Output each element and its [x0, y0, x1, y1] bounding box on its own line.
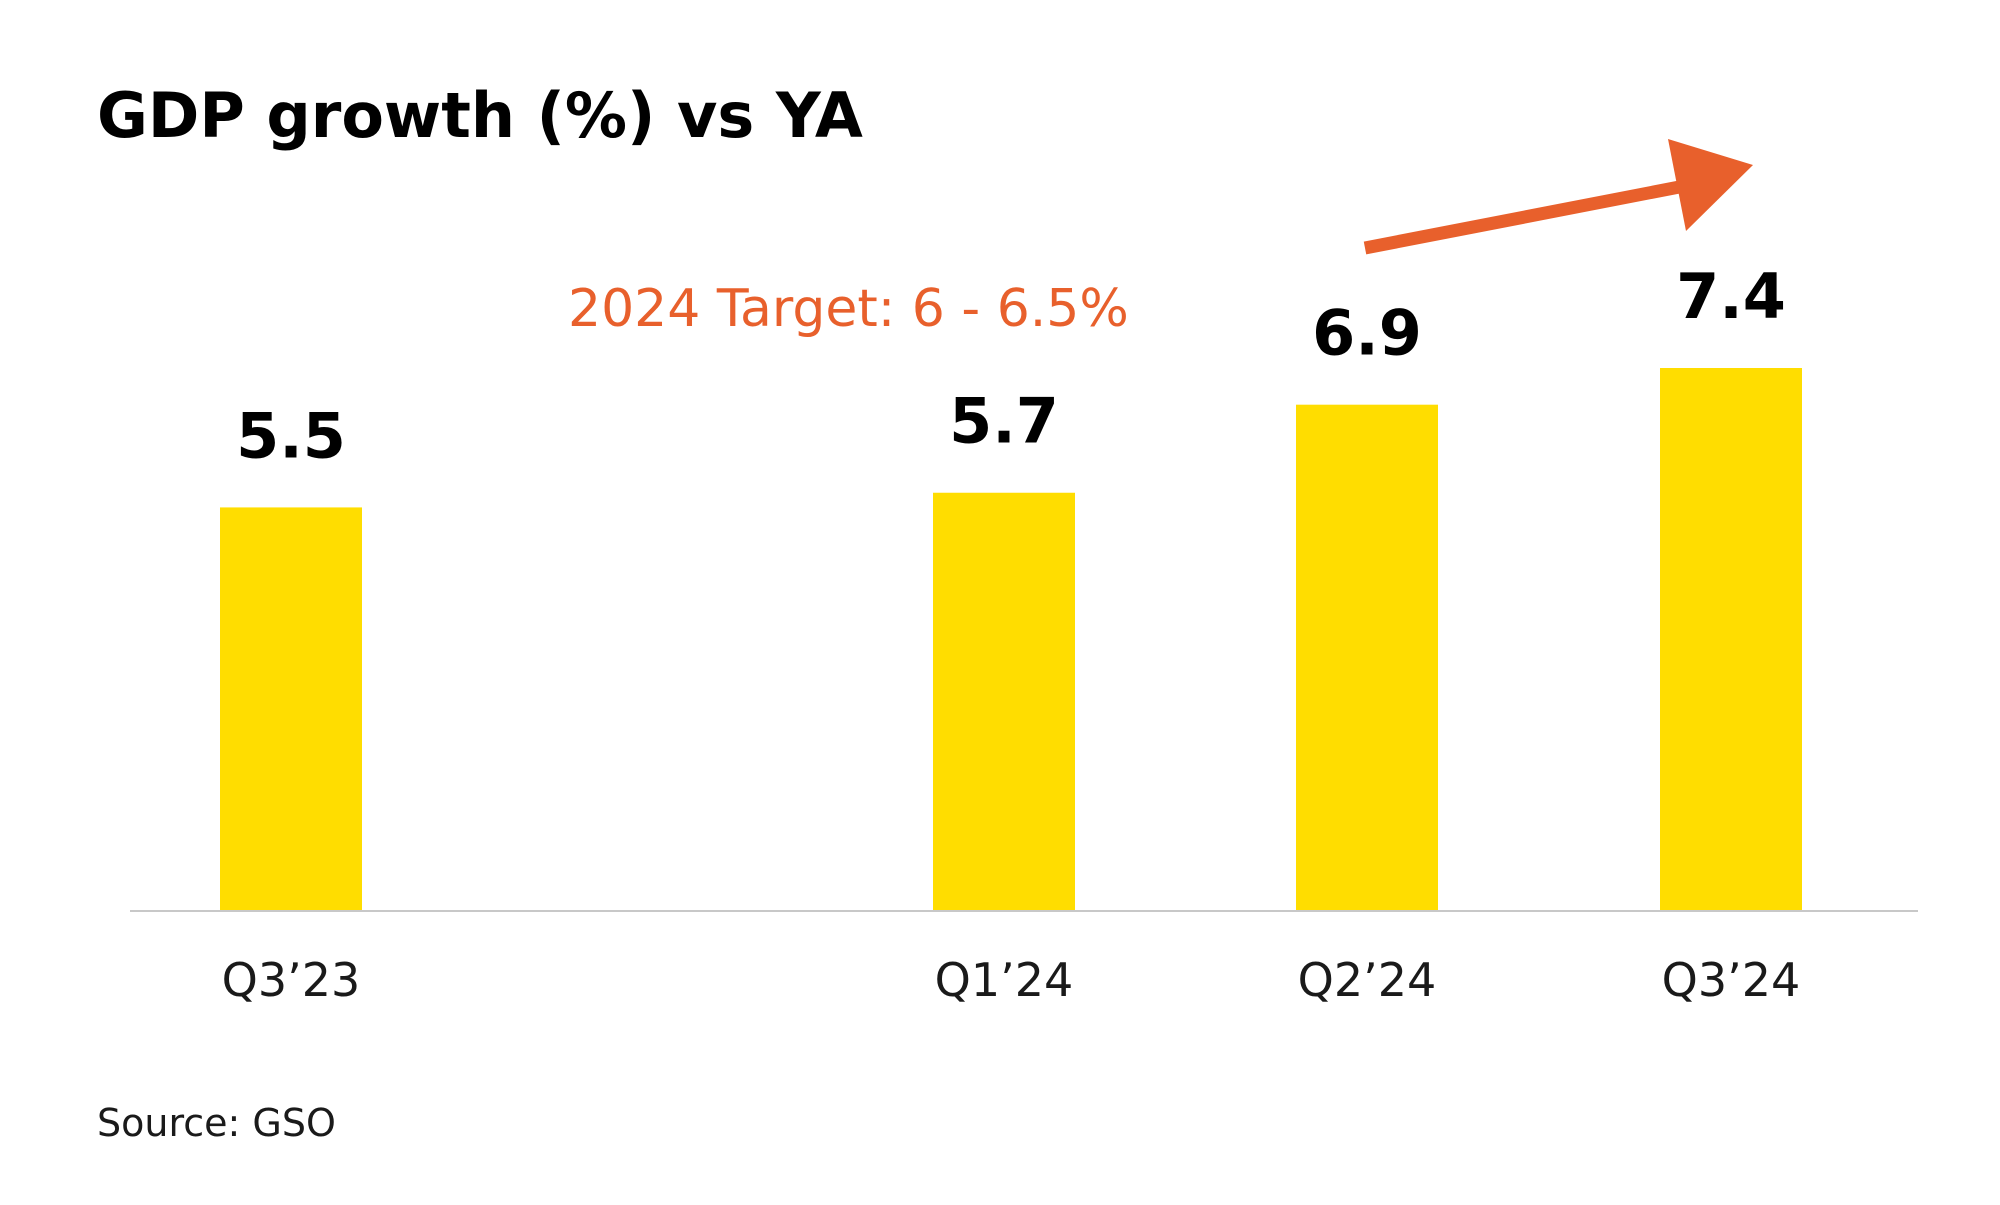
labels-layer: 5.5 Q3’23 5.7 Q1’24 6.9 Q2’24 7.4 Q3’24	[222, 260, 1801, 1007]
data-label: 7.4	[1676, 260, 1786, 333]
bars-layer	[220, 368, 1802, 911]
bar	[1296, 404, 1438, 911]
bar	[1660, 368, 1802, 911]
x-tick-label: Q2’24	[1298, 953, 1437, 1007]
x-tick-label: Q3’24	[1662, 953, 1801, 1007]
source-note: Source: GSO	[97, 1101, 336, 1145]
bar	[220, 507, 362, 911]
data-label: 6.9	[1312, 297, 1422, 370]
bar	[933, 492, 1075, 911]
trend-arrow-head	[1668, 139, 1753, 231]
x-tick-label: Q1’24	[935, 953, 1074, 1007]
x-tick-label: Q3’23	[222, 953, 361, 1007]
chart-title: GDP growth (%) vs YA	[97, 79, 863, 152]
data-label: 5.7	[949, 385, 1059, 458]
target-annotation: 2024 Target: 6 - 6.5%	[568, 279, 1129, 339]
trend-arrow-icon	[1363, 139, 1753, 255]
data-label: 5.5	[236, 399, 346, 472]
trend-arrow-shaft	[1363, 176, 1702, 255]
